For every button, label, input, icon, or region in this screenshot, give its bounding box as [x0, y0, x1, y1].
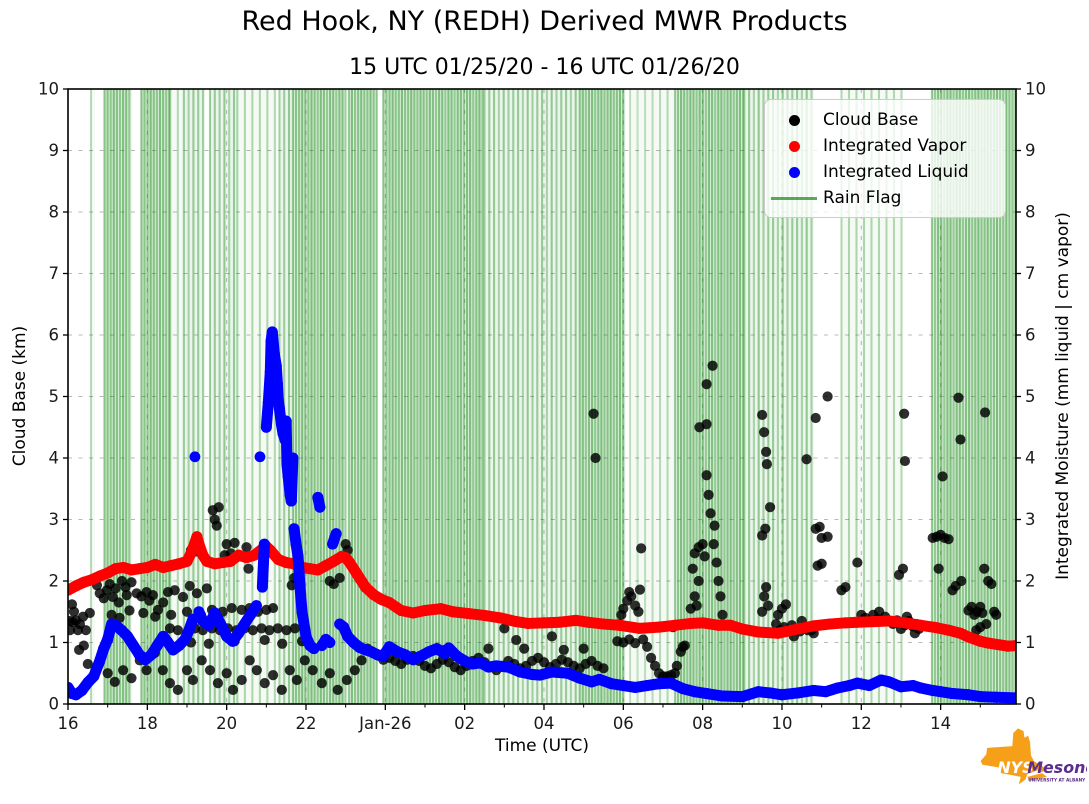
svg-text:1: 1 — [49, 633, 60, 652]
long-island-shape — [1027, 773, 1047, 781]
svg-text:5: 5 — [49, 387, 60, 406]
legend-label: Integrated Liquid — [823, 162, 969, 182]
legend-item-integrated-liquid: Integrated Liquid — [765, 159, 1005, 185]
svg-text:06: 06 — [613, 714, 634, 733]
svg-text:0: 0 — [1025, 695, 1036, 714]
logo-name-text: Mesonet — [1027, 758, 1087, 777]
svg-text:22: 22 — [295, 714, 316, 733]
cloud-base-dot-icon — [788, 114, 800, 126]
svg-text:Jan-26: Jan-26 — [358, 714, 411, 733]
legend-item-cloud-base: Cloud Base — [765, 107, 1005, 133]
svg-text:9: 9 — [1025, 141, 1036, 160]
svg-text:4: 4 — [1025, 449, 1036, 468]
y-axis-label-right: Integrated Moisture (mm liquid | cm vapo… — [1053, 212, 1073, 580]
svg-text:16: 16 — [58, 714, 79, 733]
x-axis-label: Time (UTC) — [495, 736, 589, 756]
legend-label: Integrated Vapor — [823, 136, 967, 156]
logo-org-text: NYS — [997, 758, 1033, 777]
svg-text:02: 02 — [454, 714, 475, 733]
svg-text:8: 8 — [1025, 203, 1036, 222]
rain-flag-line-icon — [771, 196, 817, 200]
legend-item-rain-flag: Rain Flag — [765, 185, 1005, 211]
svg-text:7: 7 — [49, 264, 60, 283]
svg-text:10: 10 — [771, 714, 792, 733]
legend-item-integrated-vapor: Integrated Vapor — [765, 133, 1005, 159]
integrated-liquid-dot-icon — [788, 166, 800, 178]
svg-text:5: 5 — [1025, 387, 1036, 406]
nys-mesonet-logo: NYS Mesonet UNIVERSITY AT ALBANY — [980, 728, 1087, 785]
chart-subtitle: 15 UTC 01/25/20 - 16 UTC 01/26/20 — [349, 55, 740, 80]
y-axis-label-left: Cloud Base (km) — [10, 325, 30, 467]
svg-text:8: 8 — [49, 203, 60, 222]
svg-text:20: 20 — [216, 714, 237, 733]
svg-text:2: 2 — [49, 572, 60, 591]
svg-text:08: 08 — [692, 714, 713, 733]
svg-text:9: 9 — [49, 141, 60, 160]
chart-legend: Cloud Base Integrated Vapor Integrated L… — [764, 99, 1006, 218]
integrated-vapor-dot-icon — [788, 140, 800, 152]
svg-text:0: 0 — [49, 695, 60, 714]
svg-text:6: 6 — [1025, 326, 1036, 345]
logo-tagline-text: UNIVERSITY AT ALBANY — [1028, 778, 1086, 784]
svg-text:6: 6 — [49, 326, 60, 345]
svg-text:14: 14 — [930, 714, 951, 733]
legend-label: Cloud Base — [823, 110, 919, 130]
svg-text:04: 04 — [533, 714, 554, 733]
legend-label: Rain Flag — [823, 188, 902, 208]
svg-text:1: 1 — [1025, 633, 1036, 652]
svg-text:10: 10 — [1025, 80, 1046, 99]
svg-text:7: 7 — [1025, 264, 1036, 283]
svg-text:3: 3 — [1025, 510, 1036, 529]
chart-title: Red Hook, NY (REDH) Derived MWR Products — [241, 6, 848, 37]
ny-state-shape — [980, 728, 1046, 785]
svg-text:12: 12 — [851, 714, 872, 733]
svg-text:2: 2 — [1025, 572, 1036, 591]
svg-text:4: 4 — [49, 449, 60, 468]
svg-text:3: 3 — [49, 510, 60, 529]
svg-text:18: 18 — [137, 714, 158, 733]
svg-text:10: 10 — [38, 80, 59, 99]
